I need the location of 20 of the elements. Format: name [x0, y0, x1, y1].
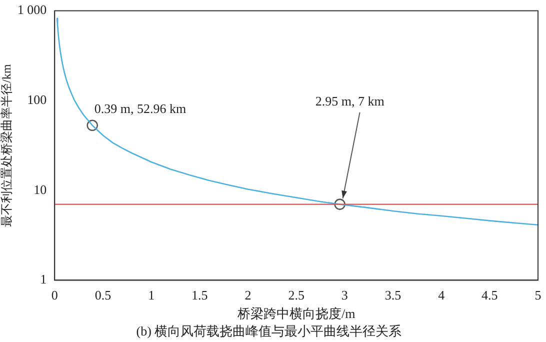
x-tick-label: 3	[341, 287, 348, 302]
y-axis-title: 最不利位置处桥梁曲率半径/km	[0, 64, 14, 227]
x-tick-label: 4.5	[482, 287, 498, 302]
x-tick-label: 4	[438, 287, 446, 302]
annotation: 2.95 m, 7 km	[315, 94, 384, 109]
x-tick-label: 0	[51, 287, 58, 302]
y-tick-label: 1 000	[17, 2, 47, 18]
x-tick-label: 2.5	[288, 287, 304, 302]
x-tick-label: 5	[534, 287, 542, 302]
y-tick-label: 100	[27, 92, 47, 108]
annotation: 0.39 m, 52.96 km	[94, 100, 186, 116]
y-tick-label: 1	[40, 272, 47, 287]
x-tick-label: 3.5	[384, 287, 402, 302]
x-tick-label: 2	[244, 287, 252, 302]
x-tick-label: 1.5	[192, 287, 208, 302]
y-tick-label: 10	[34, 182, 47, 197]
text: (b) 横向风荷载挠曲峰值与最小平曲线半径关系	[136, 324, 402, 339]
x-tick-label: 1	[148, 287, 155, 302]
x-tick-label: 0.5	[94, 287, 112, 302]
x-axis-title: 桥梁跨中横向挠度/m	[236, 306, 356, 322]
